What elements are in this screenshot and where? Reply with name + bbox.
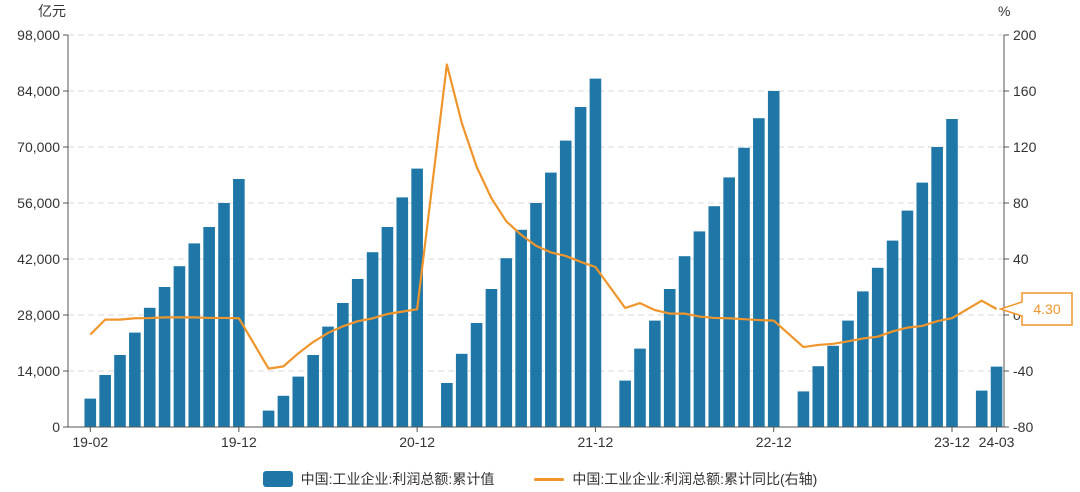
line-series (89, 63, 998, 370)
y-left-tick-label: 28,000 (17, 307, 60, 323)
bar[interactable] (337, 303, 349, 427)
bar[interactable] (812, 366, 825, 427)
bar[interactable] (723, 177, 735, 427)
y-right-tick-label: 80 (1013, 195, 1029, 211)
bar[interactable] (351, 279, 364, 427)
x-tick-label: 22-12 (756, 434, 792, 450)
bar[interactable] (797, 391, 810, 427)
bar[interactable] (708, 206, 721, 427)
y-left-tick-label: 42,000 (17, 251, 60, 267)
bar[interactable] (767, 91, 780, 427)
bar[interactable] (916, 182, 929, 427)
x-tick-label: 19-02 (72, 434, 108, 450)
bar[interactable] (143, 307, 156, 427)
legend-item-bar[interactable]: 中国:工业企业:利润总额:累计值 (262, 469, 495, 489)
bar[interactable] (678, 256, 691, 427)
y-right-tick-label: -80 (1013, 419, 1033, 435)
last-value-label: 4.30 (1033, 301, 1060, 317)
bar[interactable] (441, 383, 453, 427)
bar[interactable] (188, 243, 201, 427)
bar[interactable] (931, 147, 943, 427)
bar[interactable] (99, 375, 111, 427)
last-value-callout-box (998, 292, 1073, 326)
bar[interactable] (946, 119, 958, 427)
bar[interactable] (842, 320, 854, 427)
bar[interactable] (307, 355, 319, 427)
bar[interactable] (485, 289, 498, 427)
legend-label-line: 中国:工业企业:利润总额:累计同比(右轴) (572, 471, 818, 487)
bar[interactable] (500, 258, 513, 427)
last-value-callout: 4.30 (998, 292, 1073, 326)
bar[interactable] (559, 140, 572, 427)
bar[interactable] (114, 355, 126, 427)
x-tick-label: 23-12 (934, 434, 970, 450)
x-tick-label: 24-03 (979, 434, 1015, 450)
bar[interactable] (693, 231, 706, 427)
bar[interactable] (663, 289, 676, 427)
left-axis-unit: 亿元 (38, 3, 66, 19)
bar[interactable] (857, 291, 869, 427)
bar[interactable] (619, 380, 631, 427)
legend-swatch-line (534, 477, 565, 481)
bar[interactable] (901, 210, 914, 427)
bar[interactable] (203, 227, 215, 427)
bar[interactable] (262, 410, 275, 427)
y-right-tick-label: 160 (1013, 83, 1037, 99)
bar[interactable] (381, 227, 394, 427)
bar[interactable] (455, 353, 468, 427)
y-left-tick-label: 0 (52, 419, 60, 435)
bar[interactable] (129, 332, 141, 427)
axes: 0 14,000 28,000 42,000 56,000 70,000 84,000 98,… (17, 27, 1036, 450)
bar[interactable] (738, 147, 750, 428)
y-left-tick-label: 98,000 (17, 27, 60, 43)
y-right-tick-label: 200 (1013, 27, 1037, 43)
bar[interactable] (515, 229, 527, 427)
bar[interactable] (530, 203, 542, 427)
bar[interactable] (292, 376, 305, 427)
legend-label-bar: 中国:工业企业:利润总额:累计值 (300, 471, 495, 487)
bar[interactable] (84, 398, 97, 427)
x-tick-label: 19-12 (221, 434, 257, 450)
chart: 0 14,000 28,000 42,000 56,000 70,000 84,000 98,… (17, 3, 1073, 450)
right-axis-unit: % (998, 3, 1010, 19)
bar[interactable] (366, 252, 379, 427)
y-left-tick-label: 56,000 (17, 195, 60, 211)
x-tick-label: 21-12 (578, 434, 614, 450)
bar[interactable] (634, 348, 646, 427)
bar[interactable] (218, 203, 230, 427)
bar[interactable] (277, 395, 290, 427)
legend: 中国:工业企业:利润总额:累计值 中国:工业企业:利润总额:累计同比(右轴) (0, 466, 1080, 492)
legend-swatch-bar (262, 471, 293, 487)
legend-item-line[interactable]: 中国:工业企业:利润总额:累计同比(右轴) (534, 469, 817, 489)
y-left-tick-label: 70,000 (17, 139, 60, 155)
bar[interactable] (574, 107, 587, 427)
series-line[interactable] (89, 63, 998, 370)
y-right-tick-label: -40 (1013, 363, 1033, 379)
y-left-tick-label: 84,000 (17, 83, 60, 99)
bar[interactable] (871, 267, 884, 427)
bar[interactable] (411, 168, 423, 427)
y-left-tick-label: 14,000 (17, 363, 60, 379)
bar[interactable] (545, 172, 557, 427)
bar[interactable] (990, 366, 1003, 427)
bar[interactable] (470, 323, 483, 427)
bar-series (84, 78, 1003, 428)
bar[interactable] (589, 78, 602, 427)
bar[interactable] (173, 266, 186, 427)
bar[interactable] (158, 287, 171, 427)
x-tick-label: 20-12 (399, 434, 435, 450)
bar[interactable] (975, 390, 988, 427)
y-right-tick-label: 120 (1013, 139, 1037, 155)
bar[interactable] (827, 345, 839, 427)
bar[interactable] (233, 179, 245, 427)
bar[interactable] (322, 326, 334, 427)
bar[interactable] (649, 320, 661, 427)
bar[interactable] (886, 240, 899, 427)
bar[interactable] (753, 118, 765, 427)
y-right-tick-label: 40 (1013, 251, 1029, 267)
